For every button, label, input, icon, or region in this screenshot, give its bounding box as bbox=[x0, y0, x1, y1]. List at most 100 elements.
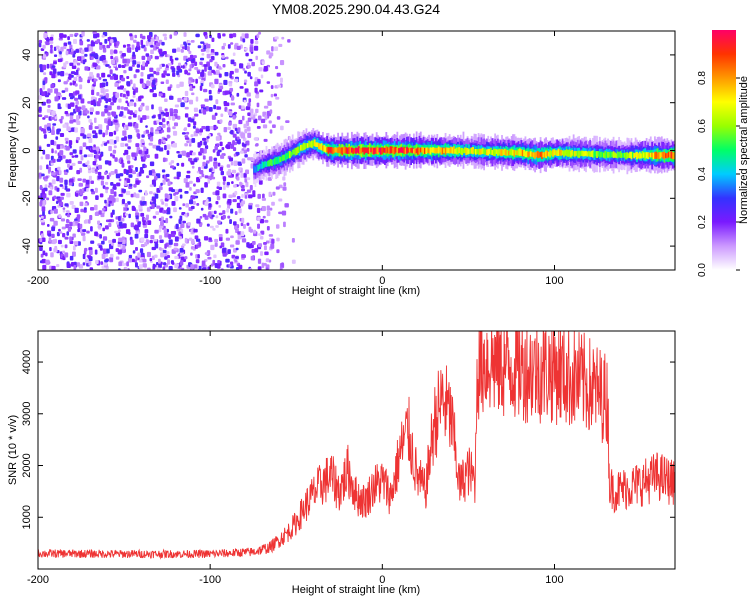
ridge-cell bbox=[301, 144, 304, 151]
noise-cell bbox=[176, 47, 181, 52]
noise-cell bbox=[134, 233, 139, 239]
ridge-cell bbox=[429, 147, 432, 155]
noise-cell bbox=[42, 64, 47, 71]
noise-cell bbox=[259, 218, 265, 224]
noise-cell bbox=[267, 100, 272, 106]
noise-cell bbox=[174, 255, 179, 259]
noise-cell bbox=[196, 218, 201, 224]
ridge-cell bbox=[618, 152, 620, 158]
noise-cell bbox=[118, 237, 123, 243]
noise-cell bbox=[72, 245, 76, 251]
noise-cell bbox=[114, 230, 119, 234]
noise-cell bbox=[258, 67, 263, 72]
noise-cell bbox=[113, 139, 117, 144]
ridge-cell bbox=[275, 156, 278, 165]
ridge-cell bbox=[377, 147, 379, 155]
noise-cell bbox=[264, 219, 269, 223]
noise-cell bbox=[216, 143, 220, 147]
noise-cell bbox=[110, 101, 115, 106]
ridge-cell bbox=[338, 146, 341, 153]
ridge-cell bbox=[660, 152, 663, 158]
ridge-cell bbox=[430, 147, 433, 153]
noise-cell bbox=[206, 223, 210, 227]
noise-cell bbox=[164, 108, 168, 112]
noise-cell bbox=[69, 255, 74, 261]
noise-cell bbox=[187, 57, 192, 62]
noise-cell bbox=[127, 134, 133, 139]
noise-cell bbox=[63, 81, 68, 85]
noise-cell bbox=[227, 126, 231, 131]
noise-cell bbox=[176, 228, 180, 232]
noise-cell bbox=[85, 146, 91, 150]
noise-cell bbox=[189, 64, 193, 69]
ridge-cell bbox=[458, 147, 461, 154]
noise-cell bbox=[263, 66, 268, 72]
noise-cell bbox=[115, 92, 120, 98]
noise-cell bbox=[270, 243, 275, 249]
ridge-cell bbox=[608, 152, 611, 158]
ridge-cell bbox=[370, 147, 373, 153]
noise-cell bbox=[140, 237, 145, 242]
ridge-cell bbox=[534, 152, 536, 159]
noise-cell bbox=[117, 243, 121, 248]
ridge-cell bbox=[279, 156, 282, 163]
noise-cell bbox=[70, 51, 74, 55]
noise-cell bbox=[147, 267, 151, 270]
noise-cell bbox=[143, 130, 146, 135]
noise-cell bbox=[103, 262, 108, 266]
noise-cell bbox=[178, 236, 182, 240]
noise-cell bbox=[125, 229, 131, 235]
noise-cell bbox=[139, 78, 144, 84]
noise-cell bbox=[164, 98, 168, 103]
noise-cell bbox=[81, 105, 86, 111]
noise-cell bbox=[101, 55, 106, 60]
noise-cell bbox=[183, 97, 188, 102]
noise-cell bbox=[72, 119, 76, 123]
noise-cell bbox=[131, 152, 136, 157]
noise-cell bbox=[236, 138, 241, 144]
noise-cell bbox=[214, 112, 218, 116]
noise-cell bbox=[197, 254, 200, 259]
noise-cell bbox=[246, 148, 250, 152]
noise-cell bbox=[99, 44, 103, 50]
noise-cell bbox=[162, 179, 166, 185]
noise-cell bbox=[206, 136, 210, 139]
noise-cell bbox=[132, 60, 137, 65]
noise-cell bbox=[132, 51, 136, 57]
noise-cell bbox=[219, 141, 223, 147]
noise-cell bbox=[228, 194, 233, 198]
ridge-cell bbox=[520, 149, 523, 156]
ridge-cell bbox=[465, 147, 468, 156]
noise-cell bbox=[116, 41, 120, 46]
ridge-cell bbox=[257, 164, 260, 172]
ridge-cell bbox=[554, 150, 557, 156]
ridge-cell bbox=[557, 148, 560, 156]
noise-cell bbox=[92, 31, 97, 35]
noise-cell bbox=[158, 228, 162, 233]
noise-cell bbox=[257, 216, 261, 221]
ridge-cell bbox=[647, 152, 649, 159]
noise-cell bbox=[112, 149, 117, 154]
noise-cell bbox=[174, 263, 179, 269]
noise-cell bbox=[64, 179, 68, 185]
noise-cell bbox=[244, 33, 249, 39]
noise-cell bbox=[170, 58, 174, 62]
noise-cell bbox=[62, 45, 67, 50]
ridge-cell bbox=[342, 147, 345, 154]
noise-cell bbox=[112, 154, 115, 159]
noise-cell bbox=[155, 211, 160, 216]
noise-cell bbox=[167, 63, 172, 66]
noise-cell bbox=[203, 141, 207, 146]
ridge-cell bbox=[592, 150, 594, 158]
noise-cell bbox=[197, 45, 202, 49]
noise-cell bbox=[127, 122, 133, 127]
noise-cell bbox=[225, 228, 229, 234]
noise-cell bbox=[133, 102, 137, 107]
noise-cell bbox=[259, 89, 264, 93]
noise-cell bbox=[130, 239, 134, 245]
noise-cell bbox=[199, 61, 203, 66]
ridge-cell bbox=[253, 165, 256, 173]
noise-cell bbox=[149, 239, 153, 244]
noise-cell bbox=[236, 176, 240, 181]
